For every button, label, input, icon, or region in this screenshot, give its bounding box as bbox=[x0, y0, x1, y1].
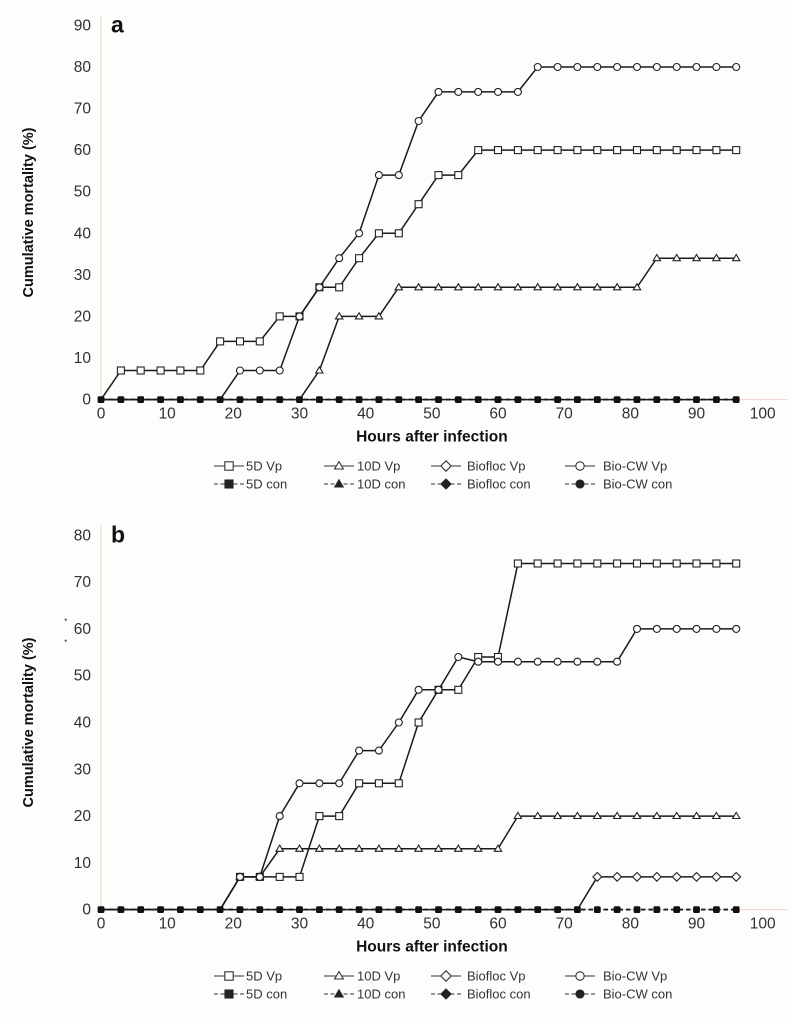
svg-text:60: 60 bbox=[74, 621, 92, 638]
svg-text:70: 70 bbox=[74, 574, 92, 591]
svg-text:50: 50 bbox=[423, 916, 441, 933]
svg-text:10D Vp: 10D Vp bbox=[357, 969, 400, 984]
svg-text:Bio-CW Vp: Bio-CW Vp bbox=[603, 969, 667, 984]
svg-text:40: 40 bbox=[357, 406, 375, 423]
svg-text:5D Vp: 5D Vp bbox=[246, 459, 282, 474]
svg-text:10: 10 bbox=[159, 406, 177, 423]
svg-text:60: 60 bbox=[489, 406, 507, 423]
svg-text:30: 30 bbox=[291, 916, 309, 933]
svg-text:30: 30 bbox=[291, 406, 309, 423]
svg-text:10D Vp: 10D Vp bbox=[357, 459, 400, 474]
svg-text:80: 80 bbox=[622, 406, 640, 423]
svg-text:40: 40 bbox=[357, 916, 375, 933]
svg-text:80: 80 bbox=[74, 527, 92, 544]
svg-text:50: 50 bbox=[74, 668, 92, 685]
svg-text:Hours after infection: Hours after infection bbox=[356, 939, 508, 956]
svg-text:0: 0 bbox=[82, 902, 91, 919]
svg-text:10D con: 10D con bbox=[357, 987, 405, 1002]
svg-text:10D con: 10D con bbox=[357, 477, 405, 492]
svg-text:70: 70 bbox=[556, 916, 574, 933]
svg-text:10: 10 bbox=[159, 916, 177, 933]
svg-text:60: 60 bbox=[74, 142, 92, 159]
svg-text:Bio-CW con: Bio-CW con bbox=[603, 987, 672, 1002]
svg-text:20: 20 bbox=[225, 916, 243, 933]
svg-text:90: 90 bbox=[688, 916, 706, 933]
svg-text:10: 10 bbox=[74, 855, 92, 872]
svg-text:5D con: 5D con bbox=[246, 477, 287, 492]
svg-text:30: 30 bbox=[74, 267, 92, 284]
svg-text:80: 80 bbox=[622, 916, 640, 933]
svg-text:0: 0 bbox=[82, 392, 91, 409]
svg-text:90: 90 bbox=[688, 406, 706, 423]
svg-text:Biofloc Vp: Biofloc Vp bbox=[467, 969, 526, 984]
svg-text:50: 50 bbox=[423, 406, 441, 423]
svg-text:50: 50 bbox=[74, 184, 92, 201]
svg-text:70: 70 bbox=[74, 101, 92, 118]
svg-text:80: 80 bbox=[74, 59, 92, 76]
svg-text:Biofloc Vp: Biofloc Vp bbox=[467, 459, 526, 474]
svg-text:20: 20 bbox=[225, 406, 243, 423]
svg-text:0: 0 bbox=[97, 406, 106, 423]
svg-text:5D con: 5D con bbox=[246, 987, 287, 1002]
svg-text:10: 10 bbox=[74, 350, 92, 367]
svg-text:90: 90 bbox=[74, 17, 92, 34]
svg-text:40: 40 bbox=[74, 715, 92, 732]
svg-text:Cumulative mortality (%): Cumulative mortality (%) bbox=[21, 637, 37, 807]
svg-text:Bio-CW con: Bio-CW con bbox=[603, 477, 672, 492]
svg-text:Cumulative mortality (%): Cumulative mortality (%) bbox=[21, 127, 37, 297]
svg-text:Bio-CW Vp: Bio-CW Vp bbox=[603, 459, 667, 474]
svg-text:Biofloc con: Biofloc con bbox=[467, 477, 531, 492]
svg-text:0: 0 bbox=[97, 916, 106, 933]
svg-text:100: 100 bbox=[750, 406, 776, 423]
svg-text:Biofloc con: Biofloc con bbox=[467, 987, 531, 1002]
svg-text:100: 100 bbox=[750, 916, 776, 933]
svg-text:60: 60 bbox=[489, 916, 507, 933]
svg-text:40: 40 bbox=[74, 225, 92, 242]
svg-text:30: 30 bbox=[74, 761, 92, 778]
svg-text:20: 20 bbox=[74, 308, 92, 325]
svg-text:a: a bbox=[111, 11, 124, 37]
svg-text:5D Vp: 5D Vp bbox=[246, 969, 282, 984]
svg-text:b: b bbox=[111, 521, 125, 547]
svg-text:20: 20 bbox=[74, 808, 92, 825]
svg-text:Hours after infection: Hours after infection bbox=[356, 429, 508, 446]
svg-text:70: 70 bbox=[556, 406, 574, 423]
